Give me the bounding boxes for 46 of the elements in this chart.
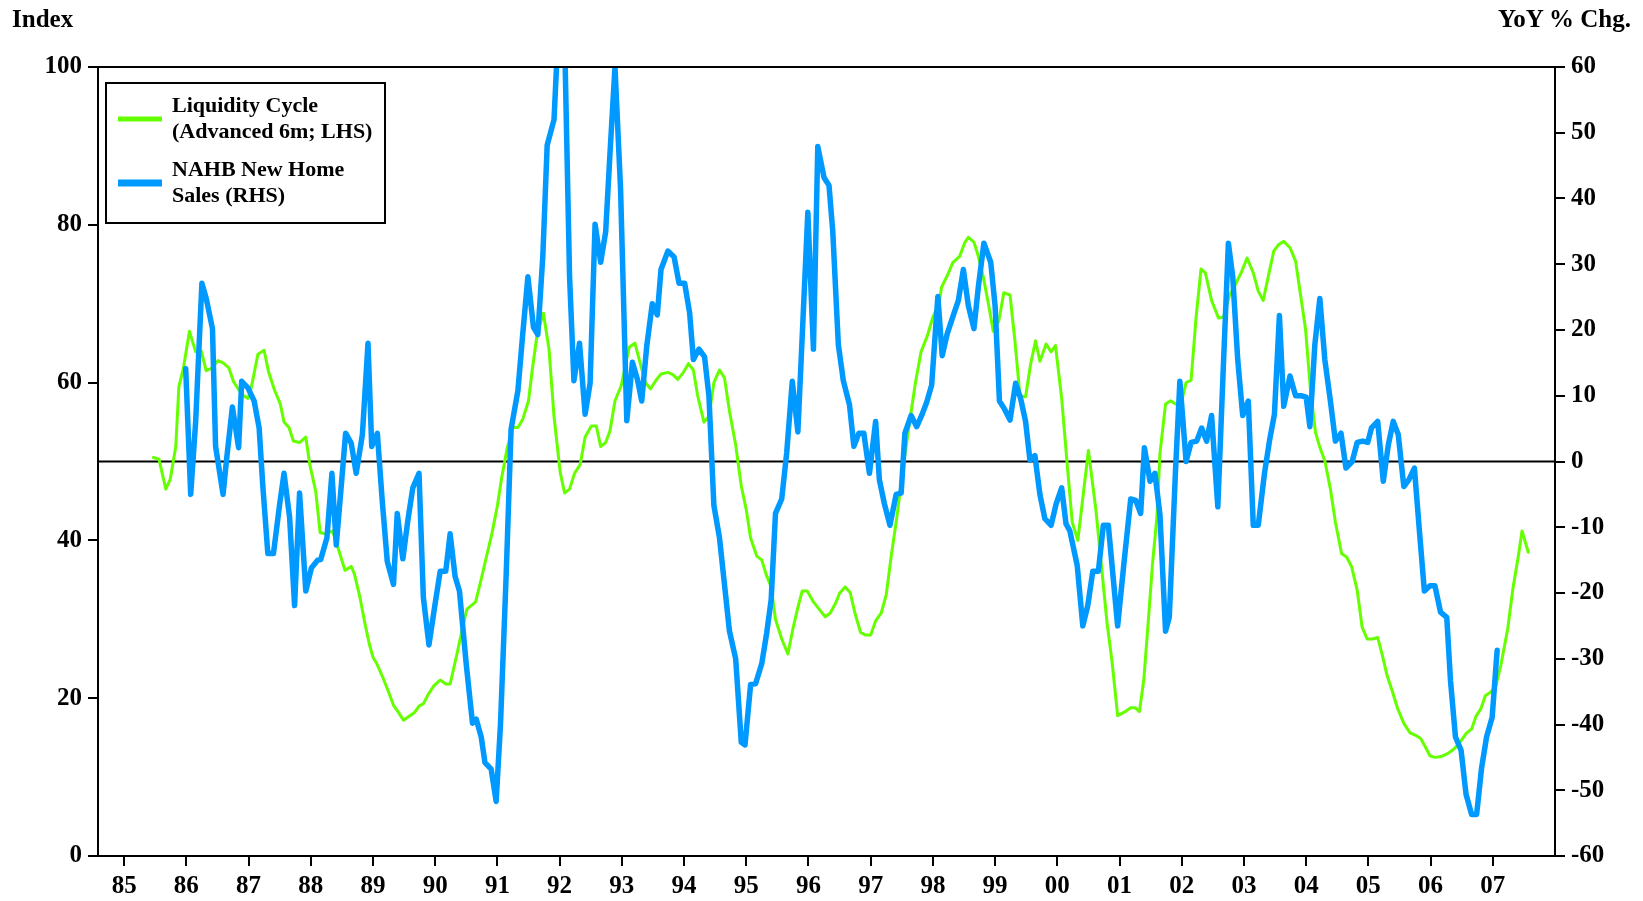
y-tick-label: 60 [57,367,82,395]
y2-tick-label: 40 [1571,182,1596,210]
x-tick-label: 92 [547,871,573,899]
y2-tick-label: -60 [1571,840,1605,868]
y-tick-label: 80 [57,209,82,237]
x-tick-label: 93 [609,871,635,899]
y2-tick-label: 50 [1571,117,1596,145]
y-tick-label: 0 [69,840,82,868]
y-tick-label: 100 [44,51,82,79]
x-tick-label: 05 [1355,871,1381,899]
y2-axis-title: YoY % Chg. [1497,4,1631,32]
x-tick-label: 87 [236,871,262,899]
x-tick-label: 98 [920,871,946,899]
x-tick-label: 95 [733,871,759,899]
y2-tick-label: 30 [1571,248,1596,276]
y2-tick-label: -20 [1571,577,1605,605]
x-tick-label: 02 [1169,871,1195,899]
x-tick-label: 01 [1107,871,1133,899]
y2-tick-label: -40 [1571,708,1605,736]
y2-tick-label: 60 [1571,51,1596,79]
x-tick-label: 06 [1418,871,1444,899]
x-tick-label: 94 [671,871,698,899]
y2-tick-label: -10 [1571,511,1605,539]
legend-label: NAHB New Home Sales (RHS) [172,155,345,207]
y2-tick-label: 20 [1571,314,1596,342]
x-tick-label: 00 [1044,871,1070,899]
y2-tick-label: 0 [1571,445,1584,473]
x-tick-label: 85 [111,871,137,899]
x-tick-label: 86 [173,871,199,899]
x-tick-label: 03 [1231,871,1257,899]
x-tick-label: 04 [1293,871,1320,899]
x-tick-label: 97 [858,871,884,899]
x-tick-label: 96 [795,871,821,899]
x-tick-label: 88 [298,871,324,899]
x-tick-label: 90 [422,871,448,899]
legend-label: Liquidity Cycle (Advanced 6m; LHS) [172,91,373,143]
y-tick-label: 40 [57,524,82,552]
y-tick-label: 20 [57,682,82,710]
x-tick-label: 99 [982,871,1008,899]
y2-tick-label: -30 [1571,643,1605,671]
y2-tick-label: -50 [1571,774,1605,802]
x-tick-label: 89 [360,871,386,899]
x-tick-label: 07 [1480,871,1506,899]
y2-tick-label: 10 [1571,380,1596,408]
x-tick-label: 91 [484,871,510,899]
y-axis-title: Index [12,4,74,32]
